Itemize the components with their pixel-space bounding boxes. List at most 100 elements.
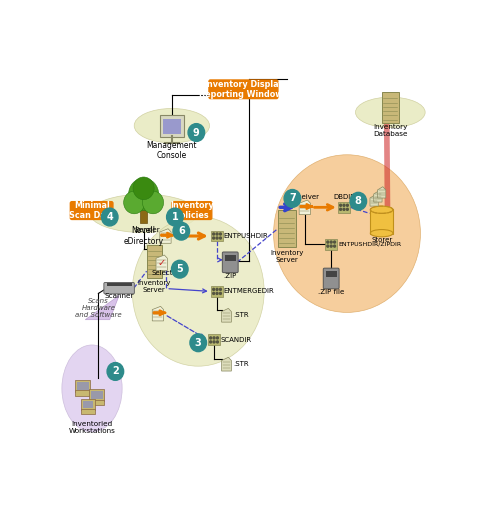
FancyBboxPatch shape — [222, 252, 238, 272]
Circle shape — [210, 341, 211, 343]
Text: Scanner: Scanner — [104, 293, 134, 299]
Text: 4: 4 — [106, 212, 113, 222]
FancyBboxPatch shape — [160, 115, 184, 136]
FancyBboxPatch shape — [211, 286, 223, 297]
Circle shape — [308, 205, 310, 207]
Text: .ZIP file: .ZIP file — [318, 289, 344, 295]
Text: .STR: .STR — [234, 361, 249, 367]
FancyBboxPatch shape — [163, 119, 181, 134]
FancyBboxPatch shape — [70, 202, 113, 219]
FancyBboxPatch shape — [325, 239, 337, 249]
Text: Selector: Selector — [152, 270, 180, 276]
Ellipse shape — [90, 194, 197, 233]
Circle shape — [220, 288, 222, 290]
Circle shape — [284, 190, 301, 207]
Circle shape — [340, 208, 342, 211]
Circle shape — [216, 288, 218, 290]
Polygon shape — [156, 255, 167, 270]
FancyBboxPatch shape — [209, 80, 278, 99]
Text: ✓: ✓ — [157, 258, 166, 268]
FancyBboxPatch shape — [323, 268, 339, 289]
FancyBboxPatch shape — [83, 401, 93, 408]
Circle shape — [347, 208, 348, 211]
FancyBboxPatch shape — [338, 202, 350, 213]
Circle shape — [216, 337, 218, 339]
Circle shape — [300, 205, 302, 207]
Ellipse shape — [62, 345, 122, 432]
Text: Scans
Hardware
and Software: Scans Hardware and Software — [75, 298, 122, 318]
Text: 6: 6 — [178, 226, 185, 236]
FancyBboxPatch shape — [75, 391, 90, 396]
Ellipse shape — [134, 109, 209, 143]
Ellipse shape — [355, 97, 425, 128]
Text: Storer: Storer — [371, 237, 392, 243]
Circle shape — [157, 312, 159, 314]
Ellipse shape — [370, 206, 393, 213]
Circle shape — [274, 155, 420, 312]
Circle shape — [190, 334, 207, 352]
FancyBboxPatch shape — [147, 245, 162, 278]
Polygon shape — [374, 191, 382, 202]
Circle shape — [166, 234, 168, 236]
FancyBboxPatch shape — [326, 271, 337, 277]
Polygon shape — [384, 123, 390, 209]
Text: 5: 5 — [176, 264, 183, 274]
Text: 7: 7 — [289, 193, 296, 203]
Circle shape — [163, 234, 165, 236]
Circle shape — [161, 234, 163, 236]
Text: Inventory
Policies: Inventory Policies — [170, 201, 214, 220]
Text: Inventory Display
Reporting Windows: Inventory Display Reporting Windows — [199, 80, 288, 99]
Circle shape — [153, 312, 155, 314]
FancyBboxPatch shape — [75, 380, 90, 392]
Ellipse shape — [132, 217, 264, 366]
Polygon shape — [160, 229, 171, 243]
FancyBboxPatch shape — [104, 282, 135, 294]
FancyBboxPatch shape — [106, 283, 132, 286]
FancyBboxPatch shape — [208, 334, 220, 345]
FancyBboxPatch shape — [382, 92, 399, 123]
Ellipse shape — [370, 229, 393, 237]
Text: 8: 8 — [355, 196, 362, 206]
Circle shape — [213, 288, 215, 290]
FancyBboxPatch shape — [140, 209, 147, 223]
Circle shape — [173, 222, 190, 240]
FancyBboxPatch shape — [172, 202, 212, 219]
Circle shape — [302, 205, 304, 207]
Circle shape — [304, 205, 306, 207]
FancyBboxPatch shape — [278, 210, 295, 247]
Circle shape — [123, 191, 145, 214]
Circle shape — [343, 204, 345, 206]
Text: ENTPUSHDIR: ENTPUSHDIR — [224, 233, 269, 239]
Text: Management
Console: Management Console — [147, 141, 197, 160]
Polygon shape — [370, 195, 378, 206]
Circle shape — [210, 337, 211, 339]
Text: Receiver: Receiver — [290, 194, 320, 200]
Circle shape — [333, 245, 335, 247]
Circle shape — [213, 292, 215, 295]
Polygon shape — [378, 187, 386, 198]
Circle shape — [306, 205, 308, 207]
FancyBboxPatch shape — [81, 399, 95, 410]
Circle shape — [350, 192, 366, 210]
FancyBboxPatch shape — [211, 230, 223, 242]
Text: 2: 2 — [112, 366, 119, 376]
Circle shape — [102, 208, 118, 226]
Circle shape — [155, 312, 157, 314]
Circle shape — [107, 363, 123, 380]
Text: ENTMERGEDIR: ENTMERGEDIR — [224, 288, 275, 295]
Circle shape — [330, 245, 332, 247]
Circle shape — [333, 241, 335, 243]
Circle shape — [188, 123, 205, 141]
Circle shape — [213, 237, 215, 239]
Polygon shape — [152, 307, 164, 321]
Circle shape — [168, 234, 170, 236]
Circle shape — [327, 245, 329, 247]
Circle shape — [213, 341, 215, 343]
Text: .STR: .STR — [234, 312, 249, 318]
Circle shape — [172, 260, 188, 278]
Circle shape — [165, 234, 166, 236]
FancyBboxPatch shape — [81, 408, 95, 414]
Text: SCANDIR: SCANDIR — [221, 337, 252, 343]
Circle shape — [216, 292, 218, 295]
Text: Inventoried
Workstations: Inventoried Workstations — [69, 421, 116, 434]
